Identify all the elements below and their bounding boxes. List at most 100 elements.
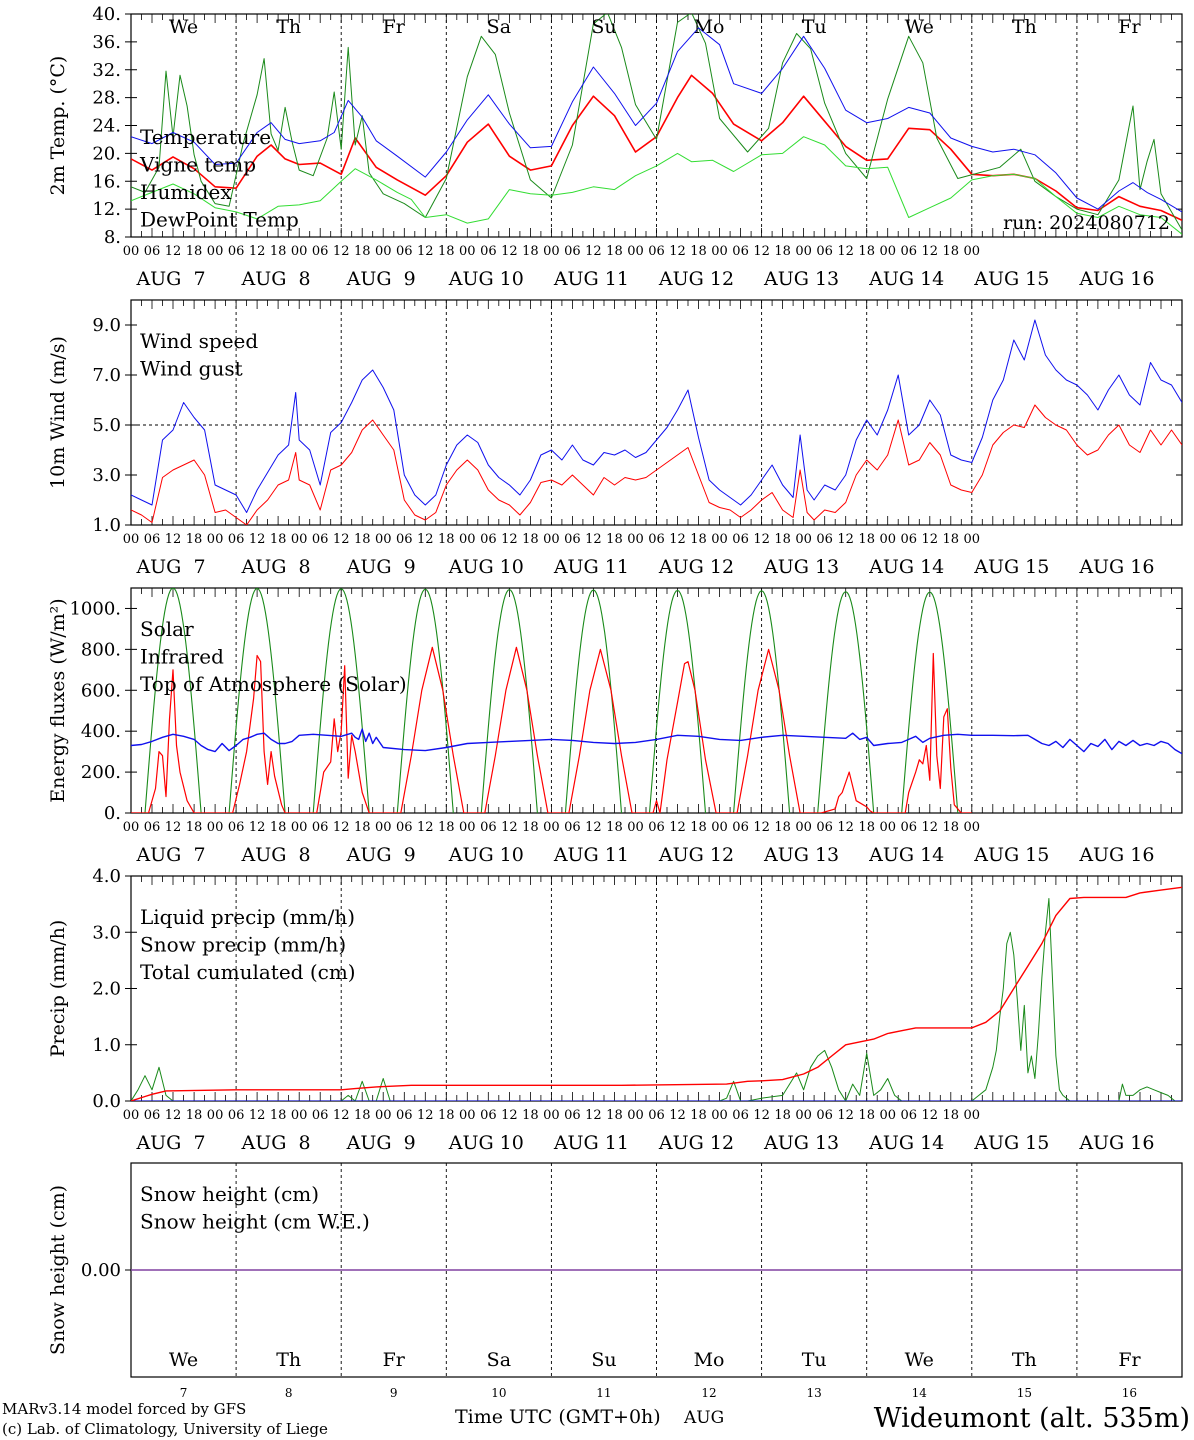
y-tick-label: 20. <box>92 143 121 164</box>
y-axis-label: 2m Temp. (°C) <box>47 56 69 196</box>
x-hour-label: 06 <box>816 244 833 259</box>
x-date-label: AUG 16 <box>1078 556 1154 578</box>
x-hour-label: 18 <box>858 244 875 259</box>
x-hour-label: 00 <box>627 244 644 259</box>
series-line-liquid-precip-mm-h <box>131 898 1182 1101</box>
x-hour-label: 00 <box>459 1108 476 1123</box>
x-hour-label: 00 <box>795 532 812 547</box>
day-number-label: 8 <box>285 1386 293 1400</box>
x-date-label: AUG 9 <box>346 556 416 578</box>
series-line-dewpoint-temp <box>131 136 1182 235</box>
x-date-label: AUG 16 <box>1078 1132 1154 1154</box>
x-hour-label: 18 <box>354 532 371 547</box>
x-hour-label: 12 <box>501 244 518 259</box>
x-date-label: AUG 11 <box>553 556 629 578</box>
series-line-vigne-temp <box>131 14 1182 231</box>
series-line-top-of-atmosphere-solar <box>564 589 623 813</box>
x-hour-label: 18 <box>774 820 791 835</box>
x-hour-label: 06 <box>312 1108 329 1123</box>
x-hour-label: 12 <box>585 244 602 259</box>
month-label: AUG <box>683 1408 724 1428</box>
x-hour-label: 06 <box>228 820 245 835</box>
x-minor-ticks <box>130 588 1183 813</box>
y-tick-label: 600. <box>81 680 121 701</box>
x-hour-label: 00 <box>879 244 896 259</box>
x-hour-label: 12 <box>249 244 266 259</box>
legend-item: Snow precip (mm/h) <box>140 933 346 957</box>
x-hour-label: 06 <box>900 532 917 547</box>
x-date-label: AUG 14 <box>868 268 944 290</box>
x-hour-label: 18 <box>690 532 707 547</box>
x-hour-label: 00 <box>711 1108 728 1123</box>
x-hour-label: 00 <box>627 532 644 547</box>
legend-item: Snow height (cm) <box>140 1182 319 1206</box>
series-line-humidex <box>131 27 1182 213</box>
x-date-label: AUG 7 <box>135 844 205 866</box>
time-axis-label: Time UTC (GMT+0h) <box>455 1406 661 1428</box>
series-line-solar <box>131 646 972 813</box>
x-hour-label: 12 <box>501 820 518 835</box>
x-hour-label: 06 <box>144 1108 161 1123</box>
x-hour-label: 06 <box>144 532 161 547</box>
x-minor-ticks <box>130 14 1183 237</box>
x-hour-label: 06 <box>396 532 413 547</box>
x-hour-label: 06 <box>732 532 749 547</box>
day-of-week-label: Th <box>1012 16 1037 38</box>
day-number-label: 15 <box>1017 1386 1032 1400</box>
legend-item: Infrared <box>140 645 224 669</box>
x-hour-label: 06 <box>228 1108 245 1123</box>
x-hour-label: 00 <box>207 1108 224 1123</box>
model-credit: MARv3.14 model forced by GFS <box>2 1400 246 1418</box>
x-hour-label: 12 <box>837 532 854 547</box>
x-hour-label: 00 <box>795 244 812 259</box>
y-tick-label: 12. <box>92 199 121 220</box>
day-of-week-label: Th <box>276 1349 301 1371</box>
x-hour-label: 00 <box>459 820 476 835</box>
x-hour-label: 12 <box>249 532 266 547</box>
x-hour-label: 06 <box>648 820 665 835</box>
x-hour-label: 06 <box>816 532 833 547</box>
day-of-week-label: Su <box>591 1349 616 1371</box>
x-hour-label: 18 <box>690 244 707 259</box>
x-hour-label: 00 <box>123 244 140 259</box>
day-of-week-label: Fr <box>383 16 406 38</box>
series-line-wind-speed <box>131 404 1182 525</box>
series-line-top-of-atmosphere-solar <box>733 590 791 813</box>
legend-item: Snow height (cm W.E.) <box>140 1210 370 1234</box>
x-hour-label: 06 <box>648 244 665 259</box>
series-line-wind-gust <box>131 319 1182 513</box>
x-hour-label: 06 <box>900 244 917 259</box>
x-date-label: AUG 12 <box>658 268 734 290</box>
x-hour-label: 00 <box>459 244 476 259</box>
x-hour-label: 12 <box>501 1108 518 1123</box>
day-of-week-label: Th <box>1012 1349 1037 1371</box>
legend-item: DewPoint Temp <box>140 208 299 232</box>
x-date-label: AUG 11 <box>553 844 629 866</box>
x-hour-label: 06 <box>396 820 413 835</box>
x-date-label: AUG 13 <box>763 844 839 866</box>
x-date-label: AUG 8 <box>241 844 311 866</box>
x-hour-label: 12 <box>333 532 350 547</box>
x-hour-label: 18 <box>186 244 203 259</box>
x-hour-label: 00 <box>879 820 896 835</box>
x-hour-label: 18 <box>606 532 623 547</box>
x-date-label: AUG 11 <box>553 268 629 290</box>
legend-item: Vigne temp <box>139 153 256 177</box>
x-hour-label: 12 <box>753 1108 770 1123</box>
x-hour-label: 00 <box>964 244 981 259</box>
x-hour-label: 00 <box>879 532 896 547</box>
legend-item: Wind speed <box>140 329 258 353</box>
x-hour-label: 18 <box>943 820 960 835</box>
x-date-label: AUG 8 <box>241 556 311 578</box>
x-hour-label: 18 <box>522 1108 539 1123</box>
series-line-top-of-atmosphere-solar <box>901 591 959 813</box>
x-hour-label: 00 <box>543 532 560 547</box>
y-tick-label: 8. <box>104 227 121 248</box>
station-title: Wideumont (alt. 535m) <box>874 1403 1190 1434</box>
y-tick-label: 9.0 <box>92 315 121 336</box>
day-of-week-label: Su <box>591 16 616 38</box>
x-hour-label: 00 <box>375 820 392 835</box>
x-date-label: AUG 14 <box>868 556 944 578</box>
x-hour-label: 00 <box>711 820 728 835</box>
x-hour-label: 12 <box>921 1108 938 1123</box>
